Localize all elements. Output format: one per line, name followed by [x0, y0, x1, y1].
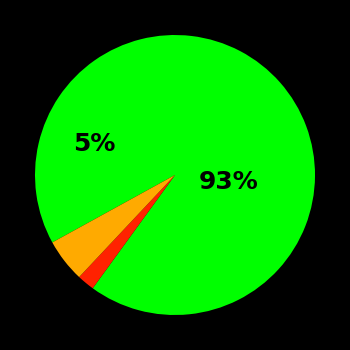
Text: 93%: 93%: [198, 170, 258, 194]
Text: 5%: 5%: [72, 132, 115, 156]
Wedge shape: [52, 175, 175, 277]
Wedge shape: [79, 175, 175, 288]
Wedge shape: [35, 35, 315, 315]
